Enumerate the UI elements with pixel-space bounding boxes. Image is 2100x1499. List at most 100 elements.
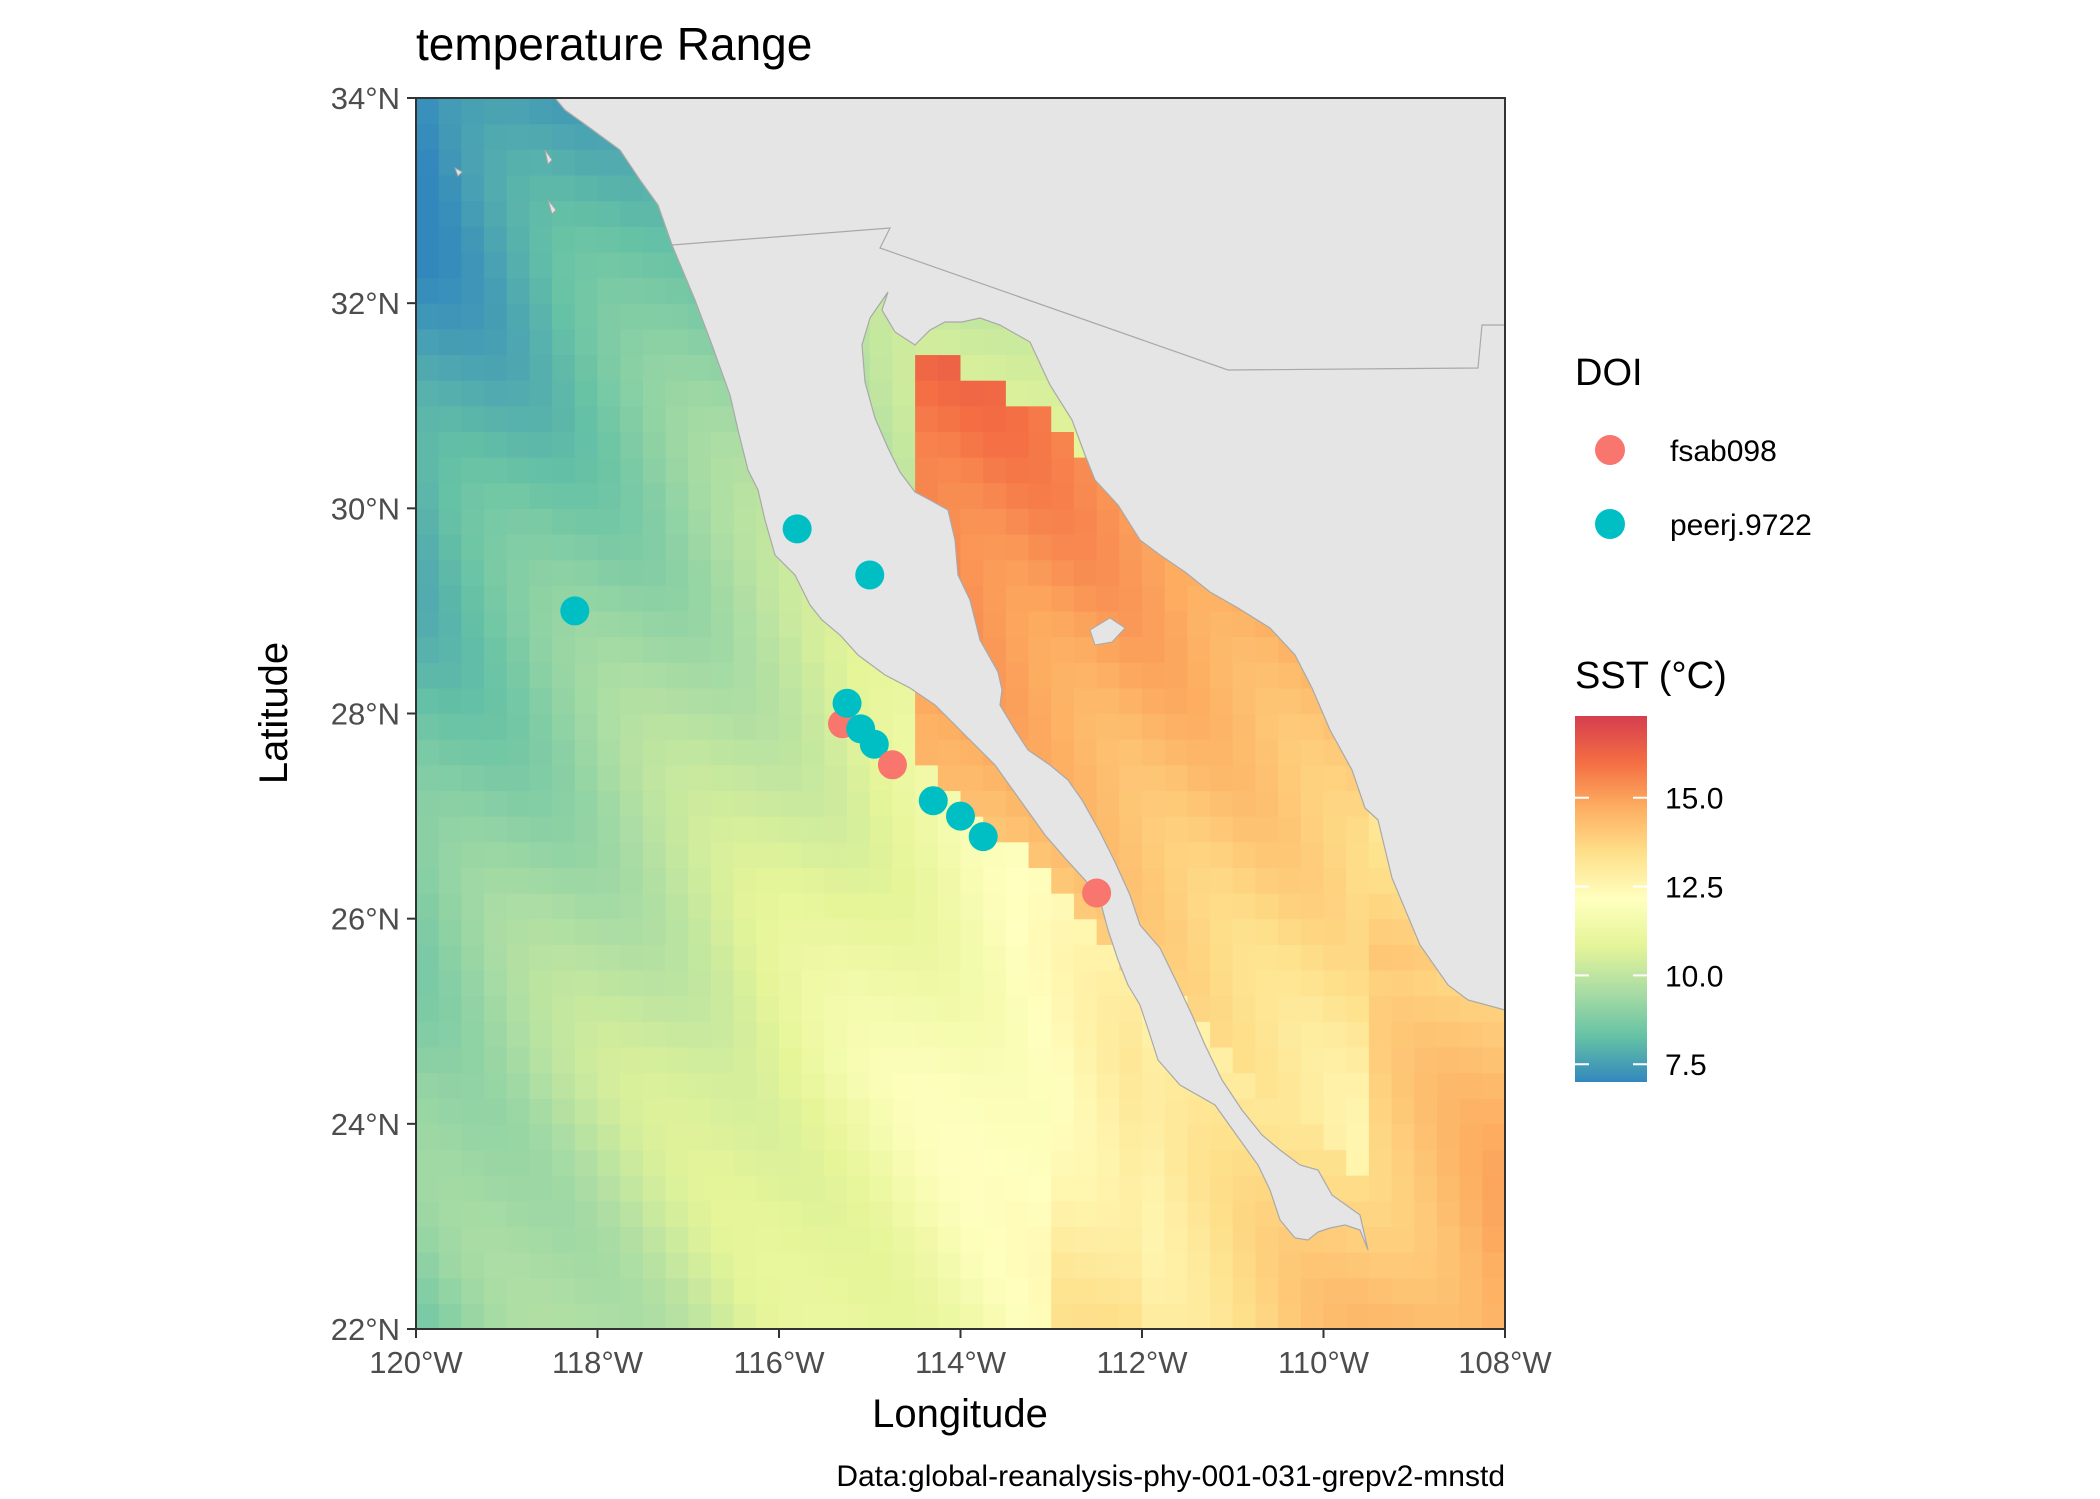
sst-cell (529, 739, 553, 766)
sst-cell (892, 893, 916, 920)
sst-cell (710, 816, 735, 843)
sst-cell (1210, 713, 1234, 740)
sst-cell (915, 1277, 939, 1304)
sst-cell (847, 1277, 871, 1304)
sst-cell (688, 1277, 712, 1304)
sst-cell (620, 457, 644, 484)
sst-cell (1278, 816, 1302, 843)
sst-cell (801, 790, 825, 817)
sst-cell (574, 1123, 599, 1151)
sst-cell (416, 687, 440, 715)
sst-cell (597, 944, 621, 971)
sst-cell (869, 687, 894, 715)
sst-cell (461, 200, 485, 227)
sst-cell (710, 533, 735, 561)
sst-cell (960, 1149, 984, 1176)
sst-cell (847, 1303, 871, 1329)
sst-cell (1051, 508, 1075, 535)
sst-cell (960, 1277, 984, 1304)
sst-cell (1232, 1072, 1257, 1099)
sst-cell (1187, 610, 1211, 638)
doi-point (560, 596, 590, 626)
sst-cell (733, 1098, 757, 1125)
sst-cell (847, 1072, 871, 1099)
sst-cell (847, 944, 871, 971)
sst-cell (461, 764, 485, 792)
sst-cell (597, 533, 621, 561)
sst-cell (1073, 918, 1098, 945)
sst-cell (529, 1149, 553, 1176)
sst-cell (1005, 918, 1030, 945)
sst-cell (1436, 1277, 1461, 1304)
sst-cell (574, 559, 599, 586)
sst-cell (688, 918, 712, 945)
sst-cell (847, 1123, 871, 1151)
sst-cell (1346, 816, 1370, 843)
sst-cell (1232, 893, 1257, 920)
sst-cell (416, 431, 440, 458)
sst-cell (824, 1175, 848, 1202)
sst-cell (1459, 1303, 1483, 1329)
sst-cell (1391, 1098, 1415, 1125)
sst-cell (1028, 918, 1052, 945)
sst-colorbar (1575, 716, 1647, 1082)
sst-cell (710, 1123, 735, 1151)
sst-cell (779, 585, 803, 612)
sst-cell (529, 354, 553, 381)
sst-cell (824, 1046, 848, 1074)
sst-cell (1232, 687, 1257, 715)
sst-cell (416, 662, 440, 689)
sst-cell (1005, 431, 1030, 458)
sst-cell (620, 739, 644, 766)
sst-cell (484, 405, 508, 432)
sst-cell (642, 585, 667, 612)
sst-cell (461, 277, 485, 304)
sst-cell (824, 739, 848, 766)
sst-cell (529, 277, 553, 304)
sst-cell (733, 1046, 757, 1074)
sst-cell (1028, 457, 1052, 484)
sst-cell (1142, 713, 1166, 740)
sst-cell (1414, 1252, 1438, 1279)
sst-cell (620, 662, 644, 689)
sst-cell (484, 739, 508, 766)
sst-cell (1005, 867, 1030, 894)
sst-cell (1255, 662, 1279, 689)
sst-cell (1028, 585, 1052, 612)
sst-cell (461, 98, 485, 125)
sst-cell (506, 508, 531, 535)
sst-cell (620, 431, 644, 458)
sst-cell (665, 1072, 689, 1099)
sst-cell (574, 969, 599, 997)
sst-cell (937, 405, 962, 432)
sst-cell (1073, 944, 1098, 971)
sst-cell (461, 969, 485, 997)
sst-cell (1164, 585, 1188, 612)
sst-cell (1414, 1175, 1438, 1202)
sst-cell (506, 328, 531, 356)
sst-cell (529, 533, 553, 561)
sst-cell (438, 123, 462, 150)
sst-cell (552, 1021, 576, 1048)
sst-cell (574, 841, 599, 868)
sst-cell (824, 1098, 848, 1125)
sst-cell (1368, 1046, 1393, 1074)
sst-cell (869, 328, 894, 356)
sst-cell (597, 174, 621, 202)
sst-cell (597, 1098, 621, 1125)
sst-cell (597, 610, 621, 638)
sst-cell (824, 1303, 848, 1329)
sst-cell (779, 944, 803, 971)
sst-cell (506, 816, 531, 843)
sst-cell (733, 1277, 757, 1304)
sst-cell (665, 1175, 689, 1202)
sst-cell (733, 995, 757, 1022)
sst-cell (983, 969, 1007, 997)
sst-cell (915, 1200, 939, 1228)
sst-cell (1391, 944, 1415, 971)
sst-cell (529, 1046, 553, 1074)
sst-cell (1028, 713, 1052, 740)
sst-cell (688, 969, 712, 997)
sst-cell (529, 687, 553, 715)
mainland-land (554, 98, 1505, 1251)
